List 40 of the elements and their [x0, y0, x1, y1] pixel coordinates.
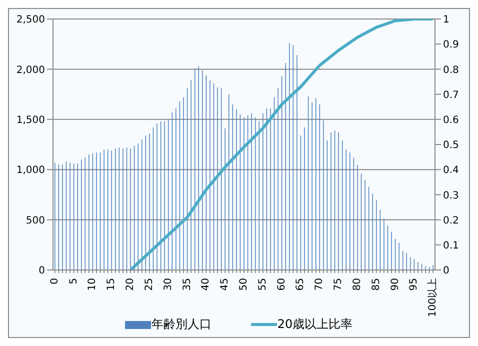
x-tick-label: 40 — [200, 278, 212, 291]
y2-tick-label: 0 — [443, 266, 450, 277]
x-tick-label: 80 — [352, 278, 363, 291]
y-tick-label: 1,500 — [16, 114, 45, 126]
legend-label: 20歳以上比率 — [277, 316, 353, 333]
x-tick-label: 10 — [87, 278, 98, 291]
y2-tick-label: 0.7 — [443, 90, 459, 101]
x-tick-label: 55 — [257, 278, 268, 291]
x-tick-label: 15 — [106, 278, 118, 291]
y2-tick-label: 0.6 — [443, 114, 459, 126]
x-tick-label: 95 — [408, 278, 420, 291]
x-tick-label: 50 — [238, 278, 250, 291]
x-tick-label: 0 — [49, 278, 60, 284]
x-tick-label: 35 — [182, 278, 193, 291]
y2-tick-label: 0.9 — [443, 40, 459, 51]
y2-tick-label: 0.3 — [443, 190, 459, 202]
x-tick-label: 85 — [370, 278, 382, 291]
x-tick-label: 60 — [276, 278, 288, 291]
x-tick-label: 65 — [295, 278, 306, 291]
x-tick-label: 20 — [125, 278, 136, 291]
y-tick-label: 1,000 — [16, 165, 45, 176]
x-tick-label: 30 — [162, 278, 174, 291]
x-tick-label: 75 — [333, 278, 344, 291]
y-tick-label: 2,000 — [16, 64, 45, 76]
y2-tick-label: 0.5 — [443, 140, 459, 152]
y2-tick-label: 0.8 — [443, 64, 459, 76]
y2-tick-label: 1 — [443, 14, 450, 26]
y2-tick-label: 0.1 — [443, 240, 459, 252]
y-tick-label: 0 — [38, 266, 45, 277]
x-tick-label: 100以上 — [426, 278, 439, 318]
x-tick-label: 45 — [220, 278, 231, 291]
y-tick-label: 2,500 — [16, 14, 45, 26]
y2-tick-label: 0.4 — [443, 165, 459, 176]
x-tick-label: 90 — [390, 278, 401, 291]
legend-label: 年齢別人口 — [151, 316, 212, 333]
x-tick-label: 70 — [314, 278, 326, 291]
x-tick-label: 5 — [68, 278, 80, 284]
y-tick-label: 500 — [26, 215, 45, 226]
x-tick-label: 25 — [144, 278, 155, 291]
y2-tick-label: 0.2 — [443, 215, 459, 226]
